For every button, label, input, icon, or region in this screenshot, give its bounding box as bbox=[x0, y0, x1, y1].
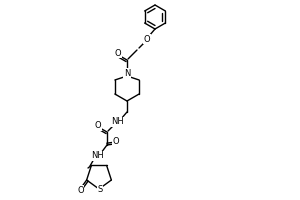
Text: O: O bbox=[113, 138, 119, 146]
Text: N: N bbox=[124, 68, 130, 77]
Text: NH: NH bbox=[92, 152, 104, 160]
Text: O: O bbox=[95, 121, 101, 130]
Text: NH: NH bbox=[112, 117, 124, 127]
Text: O: O bbox=[115, 48, 121, 58]
Text: S: S bbox=[98, 184, 103, 194]
Text: O: O bbox=[77, 186, 84, 195]
Text: O: O bbox=[144, 34, 150, 44]
